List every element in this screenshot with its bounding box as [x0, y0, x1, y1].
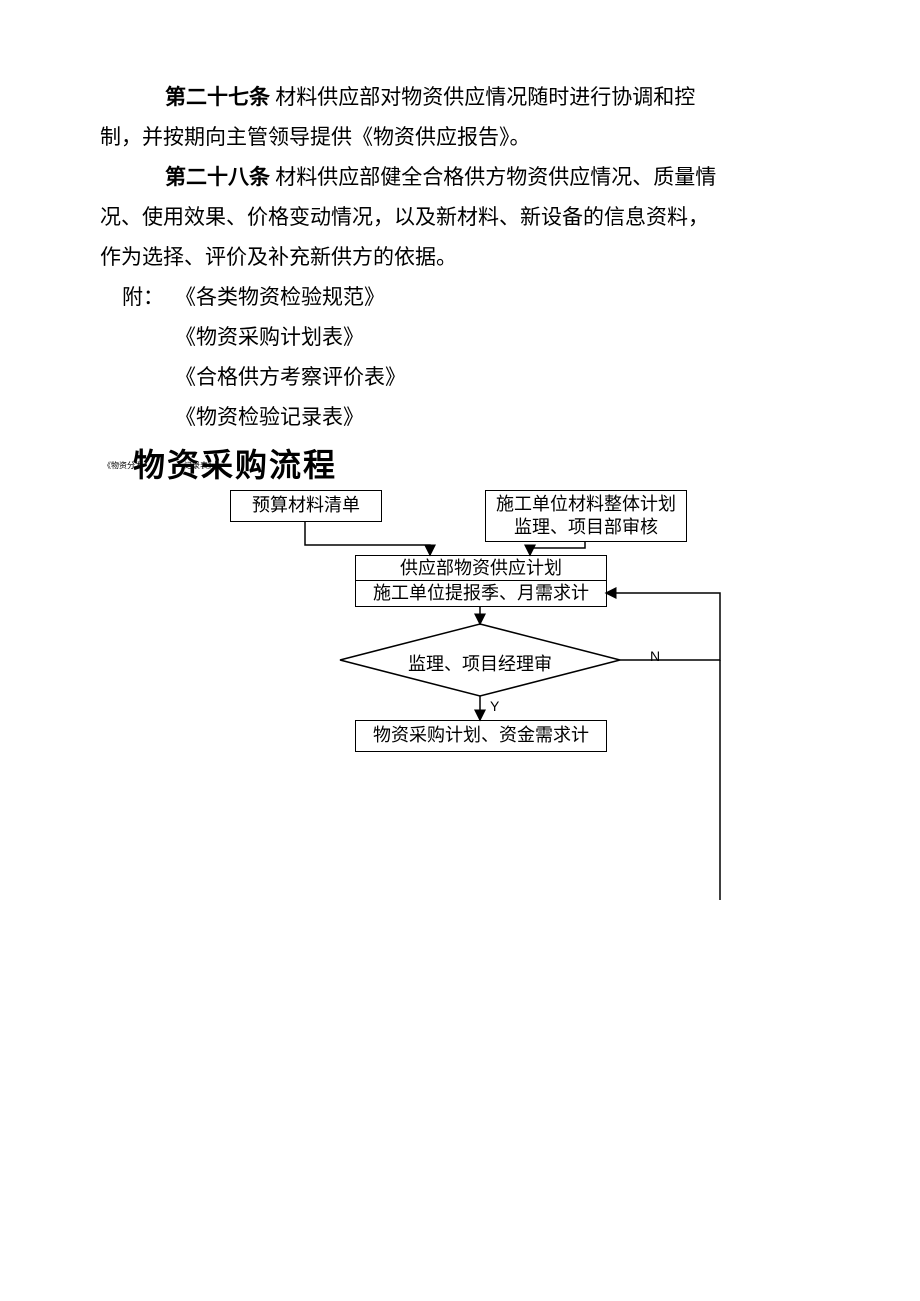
- flow-label-yes: Y: [490, 698, 499, 714]
- article-27-text1: 材料供应部对物资供应情况随时进行协调和控: [270, 85, 695, 109]
- article-27-line1: 第二十七条 材料供应部对物资供应情况随时进行协调和控: [165, 78, 695, 118]
- attachment-4: 《物资检验记录表》: [175, 398, 364, 438]
- flow-node-procurement-plan: 物资采购计划、资金需求计: [355, 720, 607, 752]
- article-27-line2: 制，并按期向主管领导提供《物资供应报告》。: [100, 118, 531, 158]
- article-28-line1: 第二十八条 材料供应部健全合格供方物资供应情况、质量情: [165, 158, 716, 198]
- attachment-1: 《各类物资检验规范》: [175, 278, 385, 318]
- flowchart-title: 物资采购流程: [133, 440, 337, 486]
- article-28-label: 第二十八条: [165, 165, 270, 189]
- flow-node-demand-report: 施工单位提报季、月需求计: [355, 580, 607, 607]
- article-28-line2: 况、使用效果、价格变动情况，以及新材料、新设备的信息资料，: [100, 198, 709, 238]
- flow-node-review-decision: 监理、项目经理审: [390, 650, 570, 676]
- attachments-label: 附：: [122, 278, 164, 318]
- attachment-3: 《合格供方考察评价表》: [175, 358, 406, 398]
- article-27-label: 第二十七条: [165, 85, 270, 109]
- article-28-text1: 材料供应部健全合格供方物资供应情况、质量情: [270, 165, 716, 189]
- flow-label-no: N: [650, 648, 660, 664]
- flow-node-budget-list: 预算材料清单: [230, 490, 382, 522]
- flow-node-supply-plan: 供应部物资供应计划: [355, 555, 607, 581]
- attachment-2: 《物资采购计划表》: [175, 318, 364, 358]
- article-28-line3: 作为选择、评价及补充新供方的依据。: [100, 238, 457, 278]
- flow-node-construction-plan: 施工单位材料整体计划 监理、项目部审核: [485, 490, 687, 542]
